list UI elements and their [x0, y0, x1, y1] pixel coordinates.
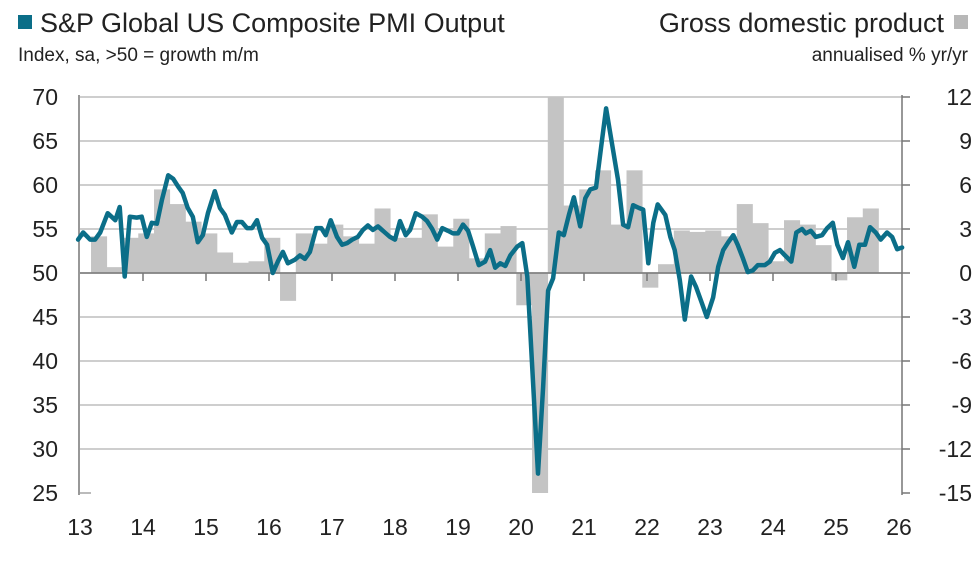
x-tick-label: 13: [67, 514, 93, 540]
left-tick-label: 60: [32, 172, 58, 198]
gdp-bar: [437, 246, 454, 273]
gdp-bar: [201, 233, 218, 273]
legend-pmi-swatch: [18, 14, 32, 29]
x-tick-label: 21: [571, 514, 597, 540]
gdp-bar: [500, 226, 517, 273]
gdp-bar: [689, 231, 706, 273]
x-tick-label: 26: [886, 514, 912, 540]
x-tick-label: 22: [634, 514, 660, 540]
gdp-bar: [138, 233, 155, 273]
gdp-bar: [343, 236, 360, 273]
gdp-bar: [295, 233, 312, 273]
gdp-bar: [248, 261, 265, 273]
gdp-bar: [406, 237, 423, 273]
right-tick-label: 3: [959, 216, 972, 242]
gdp-bar: [358, 243, 375, 273]
gdp-bar: [642, 273, 659, 288]
gdp-bar: [752, 223, 769, 273]
legend-pmi: S&P Global US Composite PMI Output: [18, 8, 505, 39]
gdp-bar: [106, 267, 123, 273]
left-tick-label: 45: [32, 304, 58, 330]
left-tick-label: 70: [32, 84, 58, 110]
legend-gdp-label: Gross domestic product: [658, 8, 944, 38]
right-axis-label: annualised % yr/yr: [811, 45, 968, 66]
right-tick-label: 12: [946, 84, 972, 110]
gdp-bar: [232, 262, 249, 273]
left-tick-label: 65: [32, 128, 58, 154]
legend-gdp-swatch: [954, 14, 968, 29]
left-tick-label: 40: [32, 348, 58, 374]
right-tick-label: -3: [952, 304, 972, 330]
x-tick-label: 24: [760, 514, 786, 540]
gdp-bar: [91, 236, 108, 273]
gdp-bar: [311, 243, 328, 273]
gdp-bar: [799, 224, 816, 273]
gdp-bar: [815, 245, 832, 273]
gdp-bar: [390, 237, 407, 273]
gdp-bar: [768, 261, 785, 273]
gdp-bar: [579, 189, 596, 273]
x-tick-label: 16: [256, 514, 282, 540]
x-tick-label: 18: [382, 514, 408, 540]
gdp-bar: [547, 97, 564, 273]
left-tick-label: 25: [32, 480, 58, 506]
left-tick-label: 50: [32, 260, 58, 286]
x-tick-label: 19: [445, 514, 471, 540]
right-tick-label: -12: [939, 436, 972, 462]
gdp-bar: [862, 208, 879, 273]
pmi-line: [75, 106, 905, 476]
right-tick-label: -15: [939, 480, 972, 506]
gdp-bar: [169, 204, 186, 273]
gdp-bar: [610, 224, 627, 273]
right-tick-label: 9: [959, 128, 972, 154]
gdp-bar: [374, 208, 391, 273]
legend-pmi-label: S&P Global US Composite PMI Output: [40, 8, 505, 38]
x-tick-label: 23: [697, 514, 723, 540]
x-tick-label: 17: [319, 514, 345, 540]
gdp-bar: [217, 252, 234, 273]
x-tick-label: 20: [508, 514, 534, 540]
x-tick-label: 15: [193, 514, 219, 540]
gdp-bar: [280, 273, 297, 301]
left-tick-label: 55: [32, 216, 58, 242]
gdp-bar: [595, 170, 612, 273]
left-tick-label: 35: [32, 392, 58, 418]
gdp-bar: [626, 170, 643, 273]
left-tick-label: 30: [32, 436, 58, 462]
right-tick-label: 6: [959, 172, 972, 198]
right-tick-label: -9: [952, 392, 972, 418]
right-tick-label: 0: [959, 260, 972, 286]
legend-gdp: Gross domestic product: [659, 8, 968, 39]
gdp-bar: [658, 264, 675, 273]
x-tick-label: 25: [823, 514, 849, 540]
x-tick-label: 14: [130, 514, 156, 540]
left-axis-label: Index, sa, >50 = growth m/m: [18, 45, 259, 66]
right-tick-label: -6: [952, 348, 972, 374]
gdp-bar: [831, 273, 848, 281]
